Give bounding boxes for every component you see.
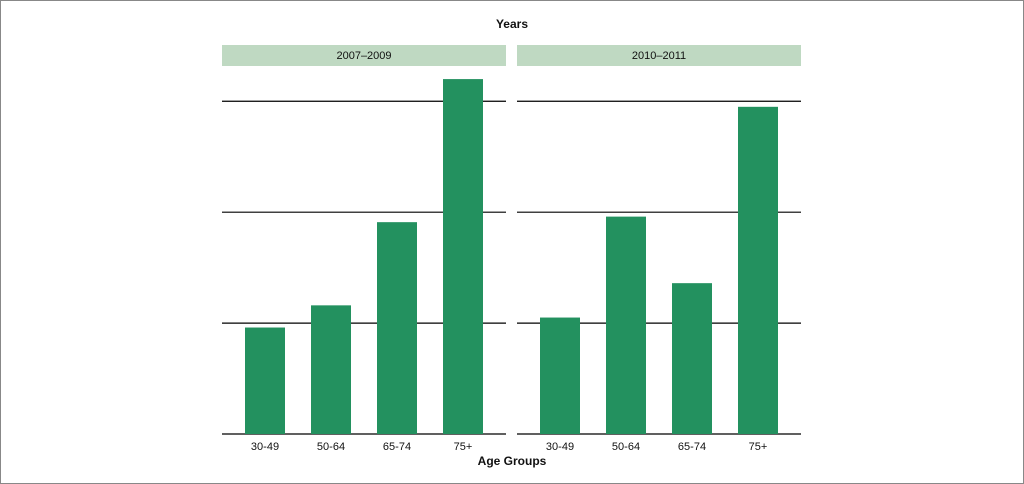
x-tick-label: 50-64 [612,441,640,453]
bar [540,317,580,434]
x-tick-label: 65-74 [383,441,411,453]
x-tick-label: 75+ [749,441,768,453]
chart-title: Years [496,17,528,31]
bar [606,216,646,434]
bar [672,283,712,434]
x-tick-label: 75+ [454,441,473,453]
x-tick-label: 50-64 [317,441,345,453]
bar [245,327,285,434]
x-tick-label: 30-49 [251,441,279,453]
facet-title: 2007–2009 [336,50,391,62]
x-tick-label: 30-49 [546,441,574,453]
bar [443,79,483,434]
facet-strip [517,45,801,66]
bar [311,305,351,434]
x-axis-label: Age Groups [478,454,547,468]
x-tick-label: 65-74 [678,441,706,453]
bar [377,222,417,434]
facet-title: 2010–2011 [632,50,686,62]
facet-strip [222,45,506,66]
bar [738,106,778,435]
